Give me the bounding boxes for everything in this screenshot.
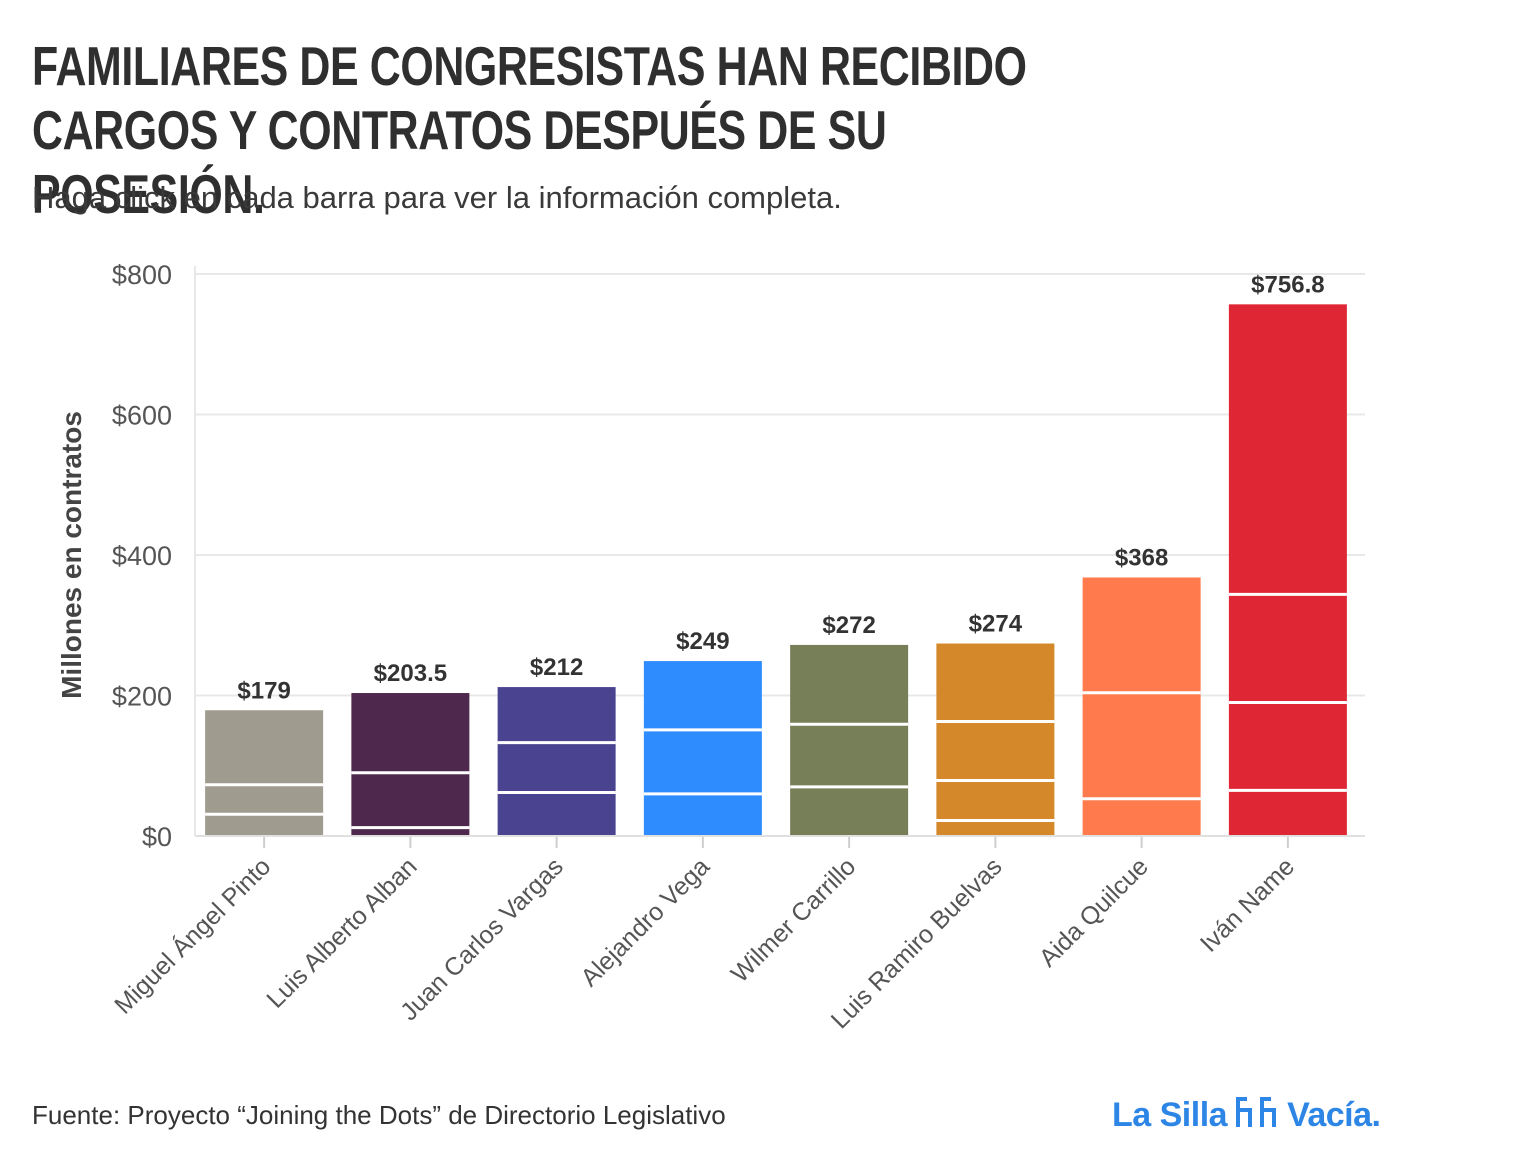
y-tick-label: $400 [112,541,172,571]
x-tick-label: Aida Quilcue [1034,852,1154,972]
bar[interactable] [936,643,1055,836]
x-tick-label: Juan Carlos Vargas [395,852,569,1026]
bar[interactable] [643,661,762,836]
bar-value-label: $756.8 [1251,271,1324,298]
bar-group[interactable]: $756.8 [1228,271,1347,836]
bar-value-label: $368 [1115,544,1168,571]
bar-group[interactable]: $272 [790,612,909,836]
bar-value-label: $274 [969,611,1023,638]
bar-group[interactable]: $179 [205,677,324,836]
chart-title: FAMILIARES DE CONGRESISTAS HAN RECIBIDO … [32,35,1027,225]
logo-text-part1: La Silla [1112,1096,1228,1134]
y-tick-label: $800 [112,260,172,290]
x-tick-label: Iván Name [1195,852,1300,957]
y-tick-label: $0 [142,822,172,852]
y-tick-label: $200 [112,682,172,712]
x-tick-label: Luis Alberto Alban [261,852,422,1013]
y-axis-label: Millones en contratos [56,411,87,699]
bar-group[interactable]: $274 [936,611,1055,836]
bar[interactable] [497,687,616,836]
bar-value-label: $272 [822,612,875,639]
bar-value-label: $203.5 [374,660,447,687]
chairs-icon [1235,1094,1279,1137]
bar-chart: $179 $203.5 $212 $249 $272 $274 $368 $756.8 $0 $… [56,260,1365,1034]
bar[interactable] [205,710,324,836]
bar-group[interactable]: $212 [497,654,616,836]
bar[interactable] [351,693,470,836]
chart-subtitle: Haga click en cada barra para ver la inf… [32,180,842,215]
x-tick-label: Wilmer Carrillo [726,852,862,988]
x-tick-label: Alejandro Vega [575,852,715,992]
bar-value-label: $179 [237,677,290,704]
bar-value-label: $212 [530,654,583,681]
bar[interactable] [790,644,909,836]
bar-group[interactable]: $368 [1082,544,1201,836]
bar[interactable] [1228,304,1347,836]
bar[interactable] [1082,577,1201,836]
bar-value-label: $249 [676,628,729,655]
brand-logo[interactable]: La Silla Vacía. [1112,1094,1381,1137]
y-tick-label: $600 [112,401,172,431]
source-note: Fuente: Proyecto “Joining the Dots” de D… [32,1100,726,1130]
x-tick-label: Miguel Ángel Pinto [108,852,276,1020]
bar-group[interactable]: $249 [643,628,762,836]
bar-group[interactable]: $203.5 [351,660,470,836]
logo-text-part2: Vacía. [1287,1096,1381,1134]
